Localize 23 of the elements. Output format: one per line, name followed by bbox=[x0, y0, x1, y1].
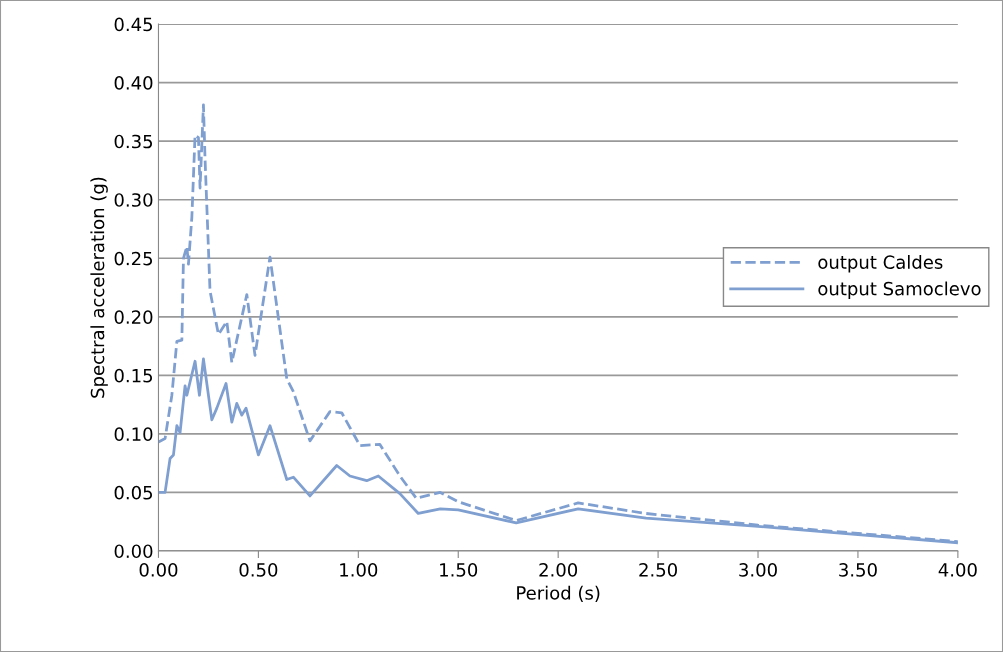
y-tick-label: 0.00 bbox=[114, 544, 153, 559]
y-tick-label: 0.35 bbox=[114, 134, 153, 149]
y-tick-label: 0.05 bbox=[114, 485, 153, 500]
y-tick-label: 0.40 bbox=[114, 76, 153, 90]
x-tick-label: 2.50 bbox=[639, 563, 677, 577]
x-tick-label: 1.00 bbox=[340, 563, 378, 577]
x-axis-title: Period (s) bbox=[517, 585, 600, 602]
y-axis-title: Spectral acceleration (g) bbox=[90, 177, 108, 398]
y-tick-label: 0.25 bbox=[114, 251, 153, 266]
y-tick-label: 0.15 bbox=[114, 368, 153, 383]
legend-label: output Samoclevo bbox=[818, 281, 981, 299]
x-tick-label: 0.00 bbox=[139, 563, 178, 577]
legend-label: output Caldes bbox=[818, 255, 943, 273]
x-tick-label: 1.50 bbox=[440, 563, 478, 577]
x-tick-label: 0.50 bbox=[239, 563, 278, 577]
y-tick-label: 0.20 bbox=[114, 310, 153, 324]
x-tick-label: 3.00 bbox=[739, 563, 777, 577]
y-tick-label: 0.30 bbox=[114, 193, 153, 207]
y-tick-label: 0.10 bbox=[114, 427, 153, 441]
x-tick-label: 2.00 bbox=[539, 563, 578, 577]
y-tick-label: 0.45 bbox=[114, 17, 153, 32]
x-tick-label: 3.50 bbox=[839, 563, 877, 577]
x-tick-label: 4.00 bbox=[938, 563, 977, 577]
